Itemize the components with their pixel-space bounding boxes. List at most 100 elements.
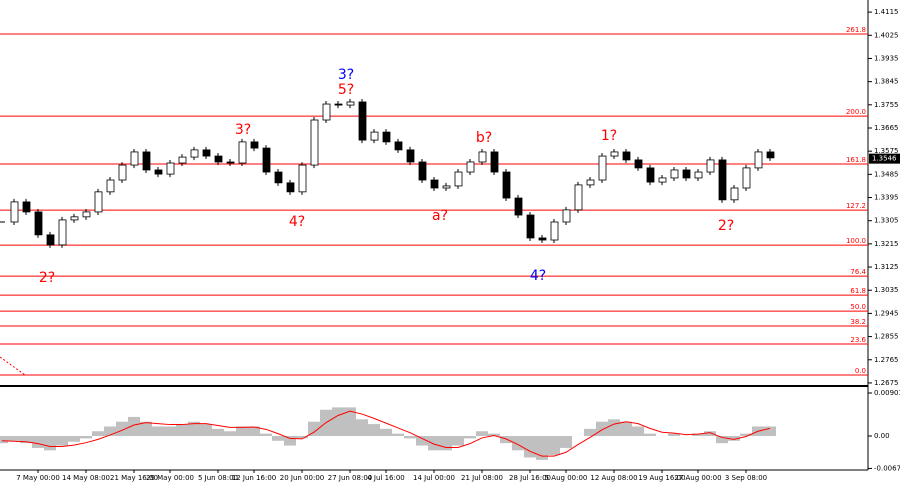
candle [58, 219, 67, 246]
candle [154, 169, 163, 175]
x-tick-label: 28 Jul 16:00 [509, 474, 551, 482]
osc-bar [236, 426, 248, 437]
osc-bar [224, 431, 236, 437]
osc-bar [164, 426, 176, 437]
osc-bar [368, 424, 380, 437]
candle [142, 151, 151, 171]
level-label: 50.0 [850, 303, 866, 311]
candle [406, 149, 415, 163]
osc-bar [92, 431, 104, 437]
osc-bar [560, 436, 572, 448]
candle [130, 151, 139, 166]
candle [622, 151, 631, 161]
candle [490, 151, 499, 173]
osc-bar [176, 424, 188, 437]
x-tick-label: 14 Jul 00:00 [413, 474, 455, 482]
osc-bar [716, 436, 728, 444]
osc-bar [728, 436, 740, 441]
y-tick-label: 1.3665 [874, 124, 899, 132]
candle [538, 237, 547, 241]
candle [346, 101, 355, 106]
x-tick-label: 27 Aug 00:00 [674, 474, 721, 482]
osc-bar [308, 421, 320, 437]
candle [286, 182, 295, 193]
osc-bar [500, 436, 512, 444]
candle [238, 141, 247, 164]
osc-bar [452, 436, 464, 446]
level-label: 161.8 [846, 156, 866, 164]
candle [418, 161, 427, 181]
x-tick-label: 3 Sep 08:00 [725, 474, 767, 482]
x-tick-label: 29 May 00:00 [146, 474, 194, 482]
wave-label: 4? [530, 268, 546, 284]
candle [550, 221, 559, 241]
candle [382, 131, 391, 143]
candle [22, 201, 31, 213]
osc-bar [20, 436, 32, 444]
x-tick-label: 4 Jul 16:00 [367, 474, 405, 482]
candle [466, 161, 475, 173]
osc-bar [104, 426, 116, 437]
level-label: 127.2 [846, 202, 866, 210]
level-label: 100.0 [846, 237, 866, 245]
y-tick-label: 1.3935 [874, 54, 899, 62]
x-tick-label: 12 Jun 16:00 [232, 474, 276, 482]
candle [718, 159, 727, 201]
y-tick-label: 1.3395 [874, 194, 899, 202]
candle [610, 151, 619, 157]
candle [658, 177, 667, 183]
osc-bar [380, 428, 392, 437]
osc-bar [584, 428, 596, 437]
candle [274, 171, 283, 184]
trend-line [0, 356, 26, 376]
osc-bar [332, 407, 344, 437]
osc-bar [32, 436, 44, 448]
candle [166, 162, 175, 175]
wave-label: a? [432, 208, 448, 224]
x-tick-label: 5 Aug 00:00 [545, 474, 588, 482]
level-label: 61.8 [850, 287, 866, 295]
candle [562, 209, 571, 223]
osc-bar [248, 426, 260, 437]
x-tick-label: 5 Jun 08:00 [198, 474, 238, 482]
wave-label: 3? [235, 122, 251, 138]
osc-bar [668, 433, 680, 437]
level-label: 200.0 [846, 108, 866, 116]
osc-bar [536, 436, 548, 460]
signal-line [1, 410, 771, 457]
candle [742, 167, 751, 189]
y-tick-label: 1.3755 [874, 101, 899, 109]
wave-label: 1? [601, 128, 617, 144]
y-tick-label: 1.3845 [874, 78, 899, 86]
osc-bar [392, 433, 404, 437]
osc-bar [608, 419, 620, 437]
x-tick-label: 19 Aug 16:00 [638, 474, 685, 482]
osc-bar [56, 436, 68, 446]
osc-bar [344, 407, 356, 437]
y-tick-label: 1.2855 [874, 333, 899, 341]
y-tick-label: 1.2675 [874, 379, 899, 387]
candle [706, 159, 715, 173]
candle [322, 103, 331, 121]
osc-bar [476, 431, 488, 437]
y-tick-label: 1.4115 [874, 8, 899, 16]
candle [178, 156, 187, 164]
osc-bar [620, 421, 632, 437]
candle [442, 185, 451, 189]
candle [454, 171, 463, 187]
candle [430, 179, 439, 189]
osc-bar [416, 436, 428, 446]
osc-bar [596, 421, 608, 437]
osc-bar [644, 433, 656, 437]
candle [214, 155, 223, 163]
candle [634, 159, 643, 169]
y-tick-label: 1.3575 [874, 147, 899, 155]
x-tick-label: 7 May 00:00 [16, 474, 60, 482]
candle [190, 149, 199, 158]
osc-bar [488, 433, 500, 437]
candle [574, 184, 583, 211]
osc-bar [116, 421, 128, 437]
